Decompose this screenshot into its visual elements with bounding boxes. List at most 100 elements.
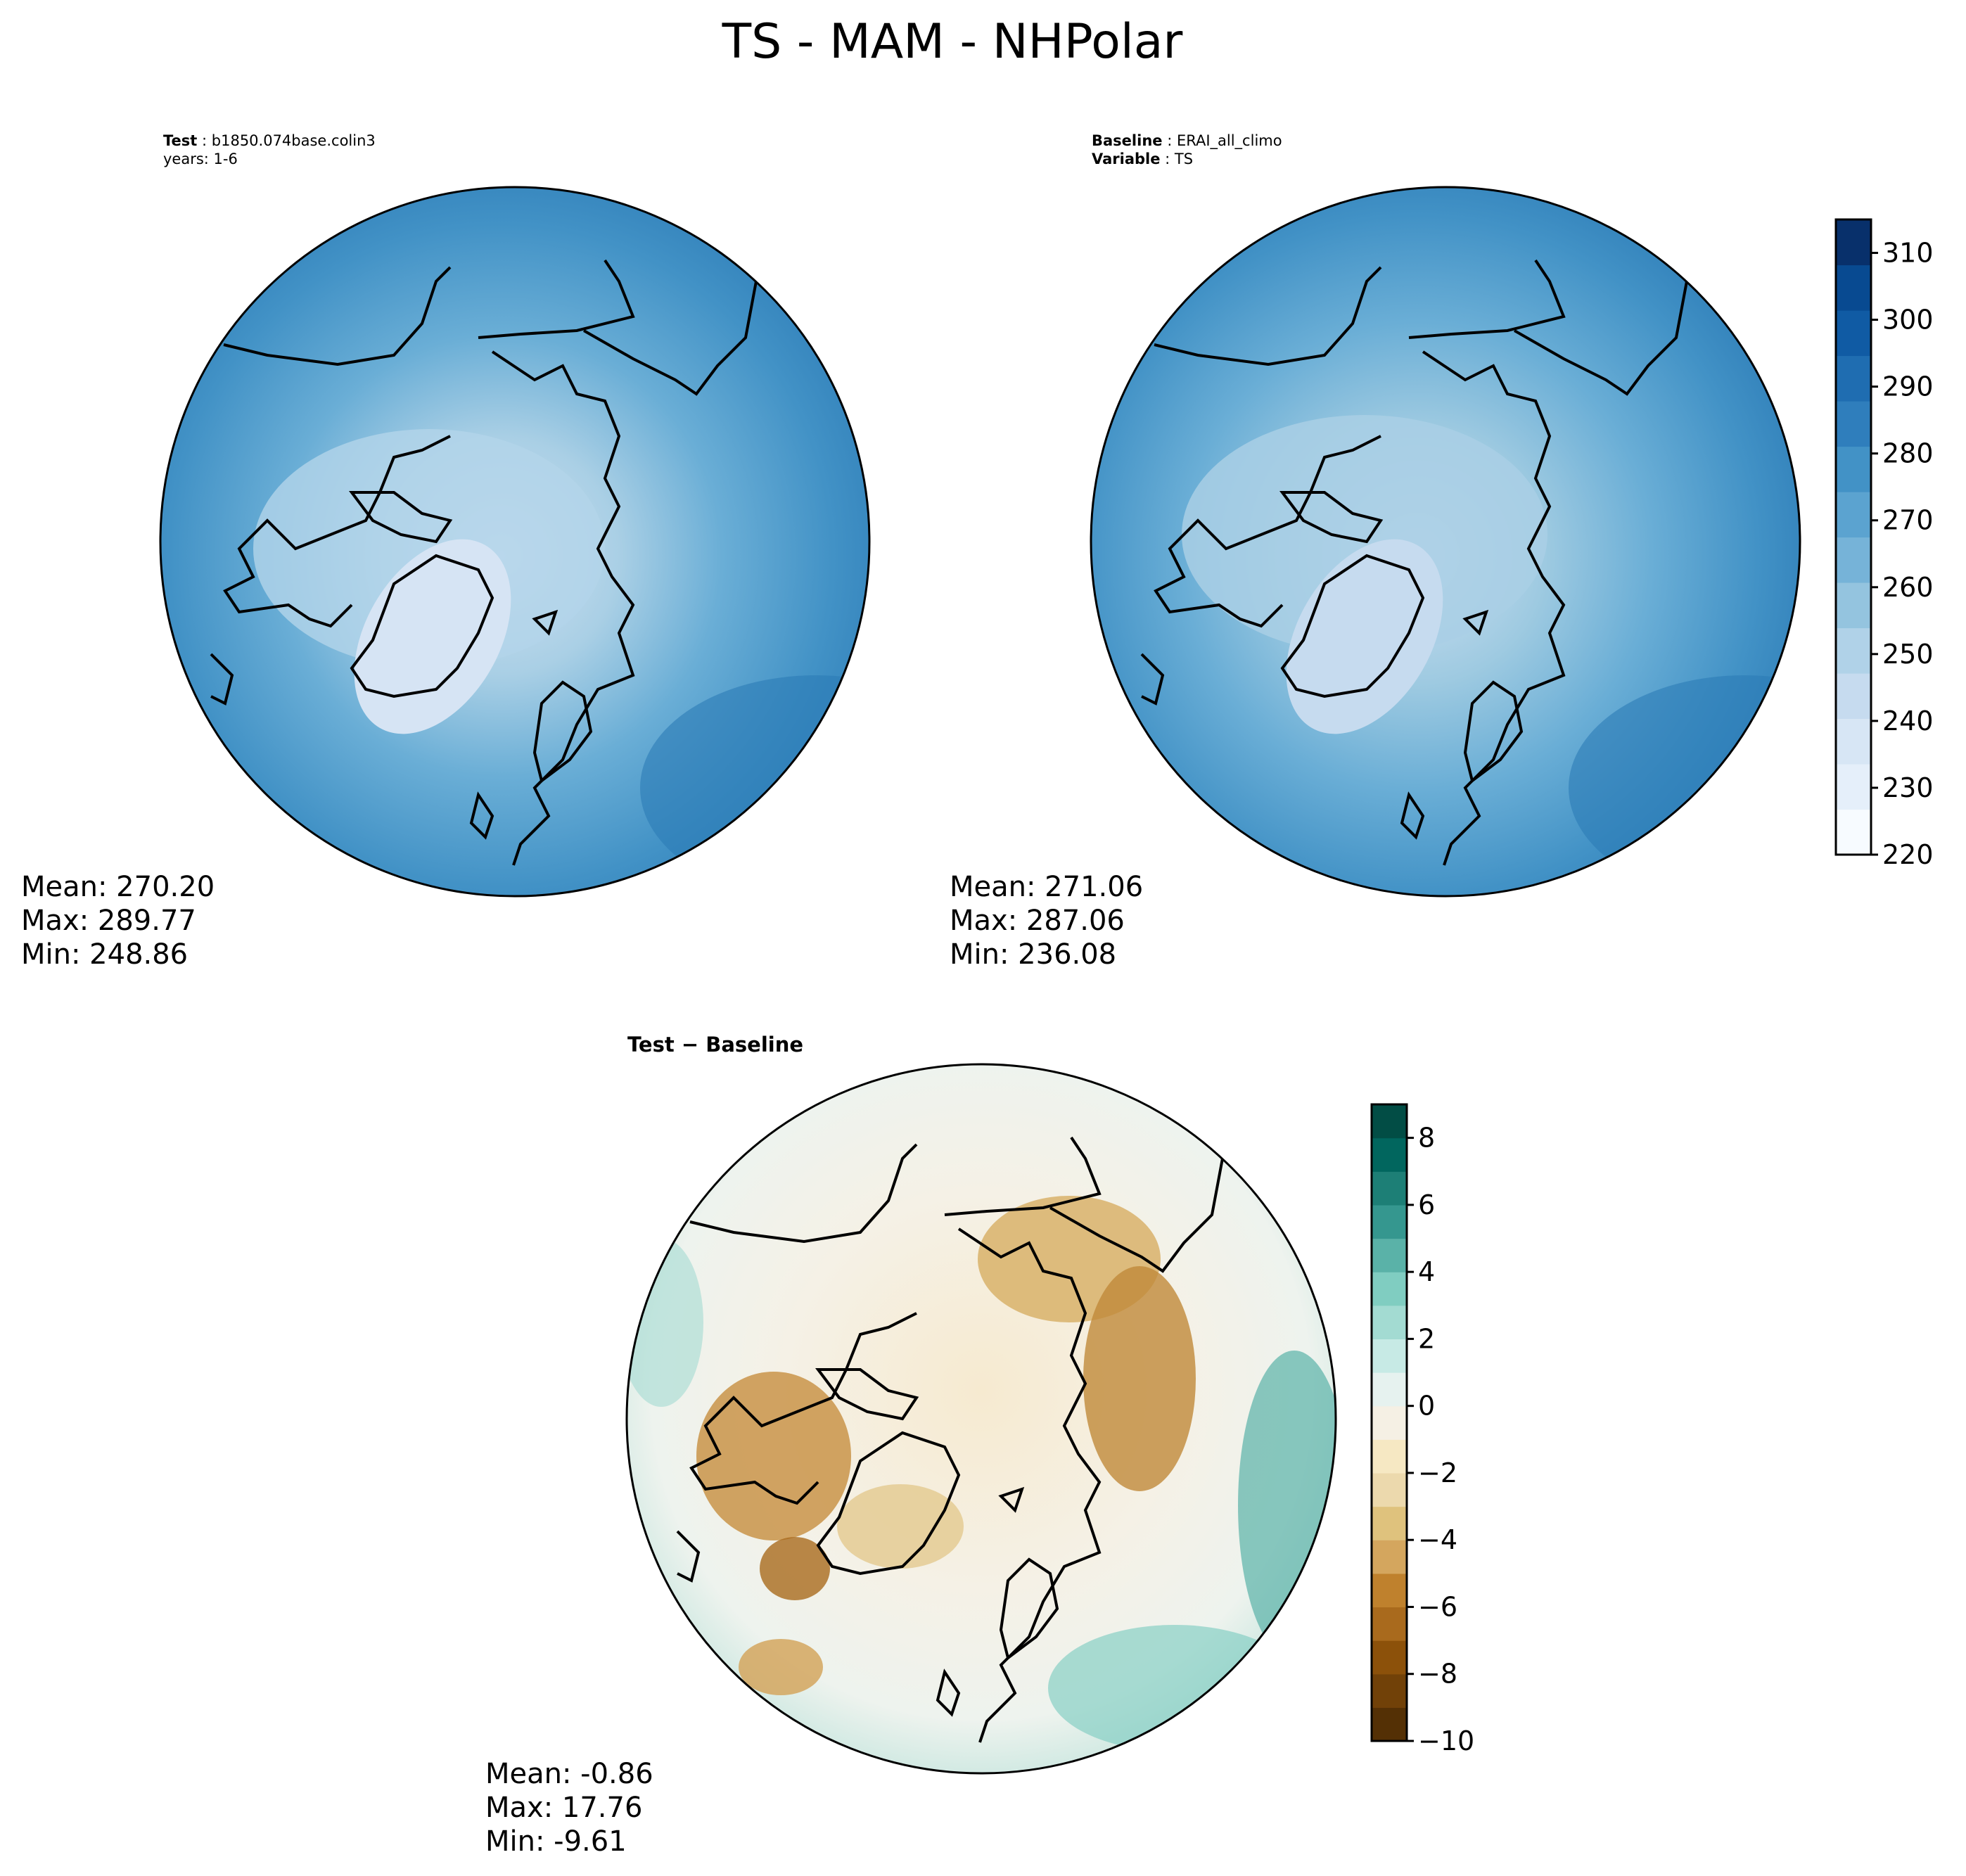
test-stat-max: Max: 289.77 (21, 905, 196, 937)
colorbar-blues-tick-label: 260 (1882, 572, 1934, 603)
baseline-map-cold-core (1182, 415, 1547, 654)
colorbar-brbg-tick-label: 2 (1418, 1323, 1435, 1354)
test-header-line2: years: 1-6 (163, 151, 238, 167)
colorbar-blues-swatch (1836, 537, 1871, 583)
colorbar-brbg-swatch (1372, 1238, 1407, 1272)
test-coastlines (210, 259, 758, 866)
colorbar-blues-swatch (1836, 219, 1871, 266)
colorbar-blues-swatch (1836, 764, 1871, 810)
diff-anomaly-neg-6 (837, 1484, 964, 1569)
colorbar-brbg-swatch (1372, 1372, 1407, 1407)
baseline-label-value: ERAI_all_climo (1177, 132, 1282, 150)
colorbar-blues-swatch (1836, 718, 1871, 765)
baseline-header-line2: Variable : TS (1092, 151, 1193, 167)
diff-anomaly-neg-5 (739, 1639, 823, 1695)
test-map-border (159, 186, 871, 898)
panel-baseline: Baseline : ERAI_all_climo Variable : TS (950, 132, 1934, 971)
diff-map-border (625, 1063, 1337, 1775)
test-map-warm-edge (640, 675, 869, 896)
colorbar-brbg-swatch (1372, 1573, 1407, 1608)
colorbar-brbg-swatch (1372, 1607, 1407, 1641)
colorbar-blues-tick-label: 310 (1882, 238, 1934, 269)
baseline-stat-min: Min: 236.08 (950, 938, 1116, 971)
colorbar-blues-swatch (1836, 492, 1871, 538)
test-stat-min: Min: 248.86 (21, 938, 188, 971)
panel-test: Test : b1850.074base.colin3 years: 1-6 (21, 132, 871, 971)
test-map (160, 187, 869, 896)
colorbar-blues-swatch (1836, 809, 1871, 855)
diff-stat-max: Max: 17.76 (485, 1792, 642, 1824)
diff-title: Test − Baseline (627, 1033, 803, 1057)
colorbar-blues-swatch (1836, 582, 1871, 629)
colorbar-brbg-tick-label: 8 (1418, 1123, 1435, 1154)
colorbar-brbg-swatch (1372, 1272, 1407, 1306)
diff-anomaly-pos-2 (1048, 1625, 1301, 1751)
diff-stats: Mean: -0.86 Max: 17.76 Min: -9.61 (485, 1758, 653, 1858)
baseline-map (1091, 187, 1800, 896)
baseline-stats: Mean: 271.06 Max: 287.06 Min: 236.08 (950, 871, 1143, 971)
test-stats: Mean: 270.20 Max: 289.77 Min: 248.86 (21, 871, 215, 971)
colorbar-brbg-swatch (1372, 1104, 1407, 1139)
test-stat-mean: Mean: 270.20 (21, 871, 215, 903)
colorbar-blues-tick-label: 300 (1882, 305, 1934, 336)
baseline-label-key: Baseline (1092, 132, 1163, 149)
colorbar-brbg-swatch (1372, 1305, 1407, 1340)
colorbar-blues-ticks: 220 230 240 250 260 270 280 290 300 310 (1871, 238, 1934, 870)
diff-anomaly-pos-3 (627, 1238, 703, 1407)
colorbar-brbg-swatch (1372, 1405, 1407, 1440)
colorbar-blues-tick-label: 280 (1882, 438, 1934, 469)
colorbar-brbg-ticks: −10 −8 −6 −4 −2 0 2 4 6 8 (1407, 1123, 1474, 1756)
baseline-stat-mean: Mean: 271.06 (950, 871, 1143, 903)
diff-coastlines (676, 1136, 1224, 1743)
baseline-variable-key: Variable (1092, 151, 1160, 167)
colorbar-blues-frame (1834, 218, 1872, 856)
colorbar-brbg-swatch (1372, 1171, 1407, 1206)
baseline-variable-separator: : (1160, 151, 1174, 167)
diff-stat-mean: Mean: -0.86 (485, 1758, 653, 1790)
colorbar-blues-swatch (1836, 627, 1871, 674)
colorbar-brbg-swatch (1372, 1673, 1407, 1708)
baseline-label-separator: : (1163, 132, 1177, 149)
colorbar-blues-swatches (1836, 219, 1871, 855)
colorbar-brbg-frame (1370, 1103, 1408, 1742)
colorbar-blues-tick-label: 250 (1882, 639, 1934, 670)
baseline-map-border (1090, 186, 1801, 898)
colorbar-blues-swatch (1836, 264, 1871, 311)
colorbar-brbg-tick-label: 4 (1418, 1256, 1435, 1287)
colorbar-brbg-tick-label: 6 (1418, 1189, 1435, 1220)
baseline-stat-max: Max: 287.06 (950, 905, 1125, 937)
colorbar-brbg-swatch (1372, 1506, 1407, 1540)
colorbar-brbg-tick-label: −2 (1418, 1457, 1457, 1488)
baseline-coastlines (1140, 259, 1688, 866)
colorbar-blues-tick-label: 220 (1882, 839, 1934, 870)
colorbar-brbg-swatches (1372, 1104, 1407, 1742)
diff-anomaly-pos-1 (1238, 1351, 1336, 1660)
baseline-map-greenland-cold (1286, 539, 1443, 734)
colorbar-brbg-swatch (1372, 1707, 1407, 1742)
colorbar-blues-swatch (1836, 446, 1871, 492)
diff-anomaly-neg-2 (1083, 1266, 1196, 1491)
test-label-separator: : (197, 132, 211, 149)
diff-anomaly-neg-4 (760, 1537, 830, 1600)
panel-diff: Test − Baseline (485, 1033, 1474, 1858)
colorbar-brbg-swatch (1372, 1339, 1407, 1373)
colorbar-brbg-swatch (1372, 1472, 1407, 1507)
colorbar-brbg-tick-label: −4 (1418, 1524, 1457, 1555)
test-label-value: b1850.074base.colin3 (212, 132, 376, 149)
colorbar-blues: 220 230 240 250 260 270 280 290 300 310 (1834, 218, 1934, 870)
colorbar-blues-tick-label: 270 (1882, 505, 1934, 536)
colorbar-brbg-tick-label: −10 (1418, 1725, 1474, 1756)
colorbar-brbg-tick-label: −8 (1418, 1659, 1457, 1690)
colorbar-brbg-swatch (1372, 1137, 1407, 1172)
colorbar-brbg: −10 −8 −6 −4 −2 0 2 4 6 8 (1370, 1103, 1474, 1756)
colorbar-brbg-tick-label: 0 (1418, 1391, 1435, 1422)
colorbar-brbg-tick-label: −6 (1418, 1591, 1457, 1622)
test-label-key: Test (163, 132, 197, 149)
baseline-header-line1: Baseline : ERAI_all_climo (1092, 132, 1282, 150)
colorbar-brbg-swatch (1372, 1640, 1407, 1675)
diff-stat-min: Min: -9.61 (485, 1825, 627, 1858)
colorbar-blues-tick-label: 290 (1882, 371, 1934, 402)
diff-anomaly-neg-3 (696, 1372, 851, 1540)
colorbar-blues-tick-label: 230 (1882, 772, 1934, 803)
